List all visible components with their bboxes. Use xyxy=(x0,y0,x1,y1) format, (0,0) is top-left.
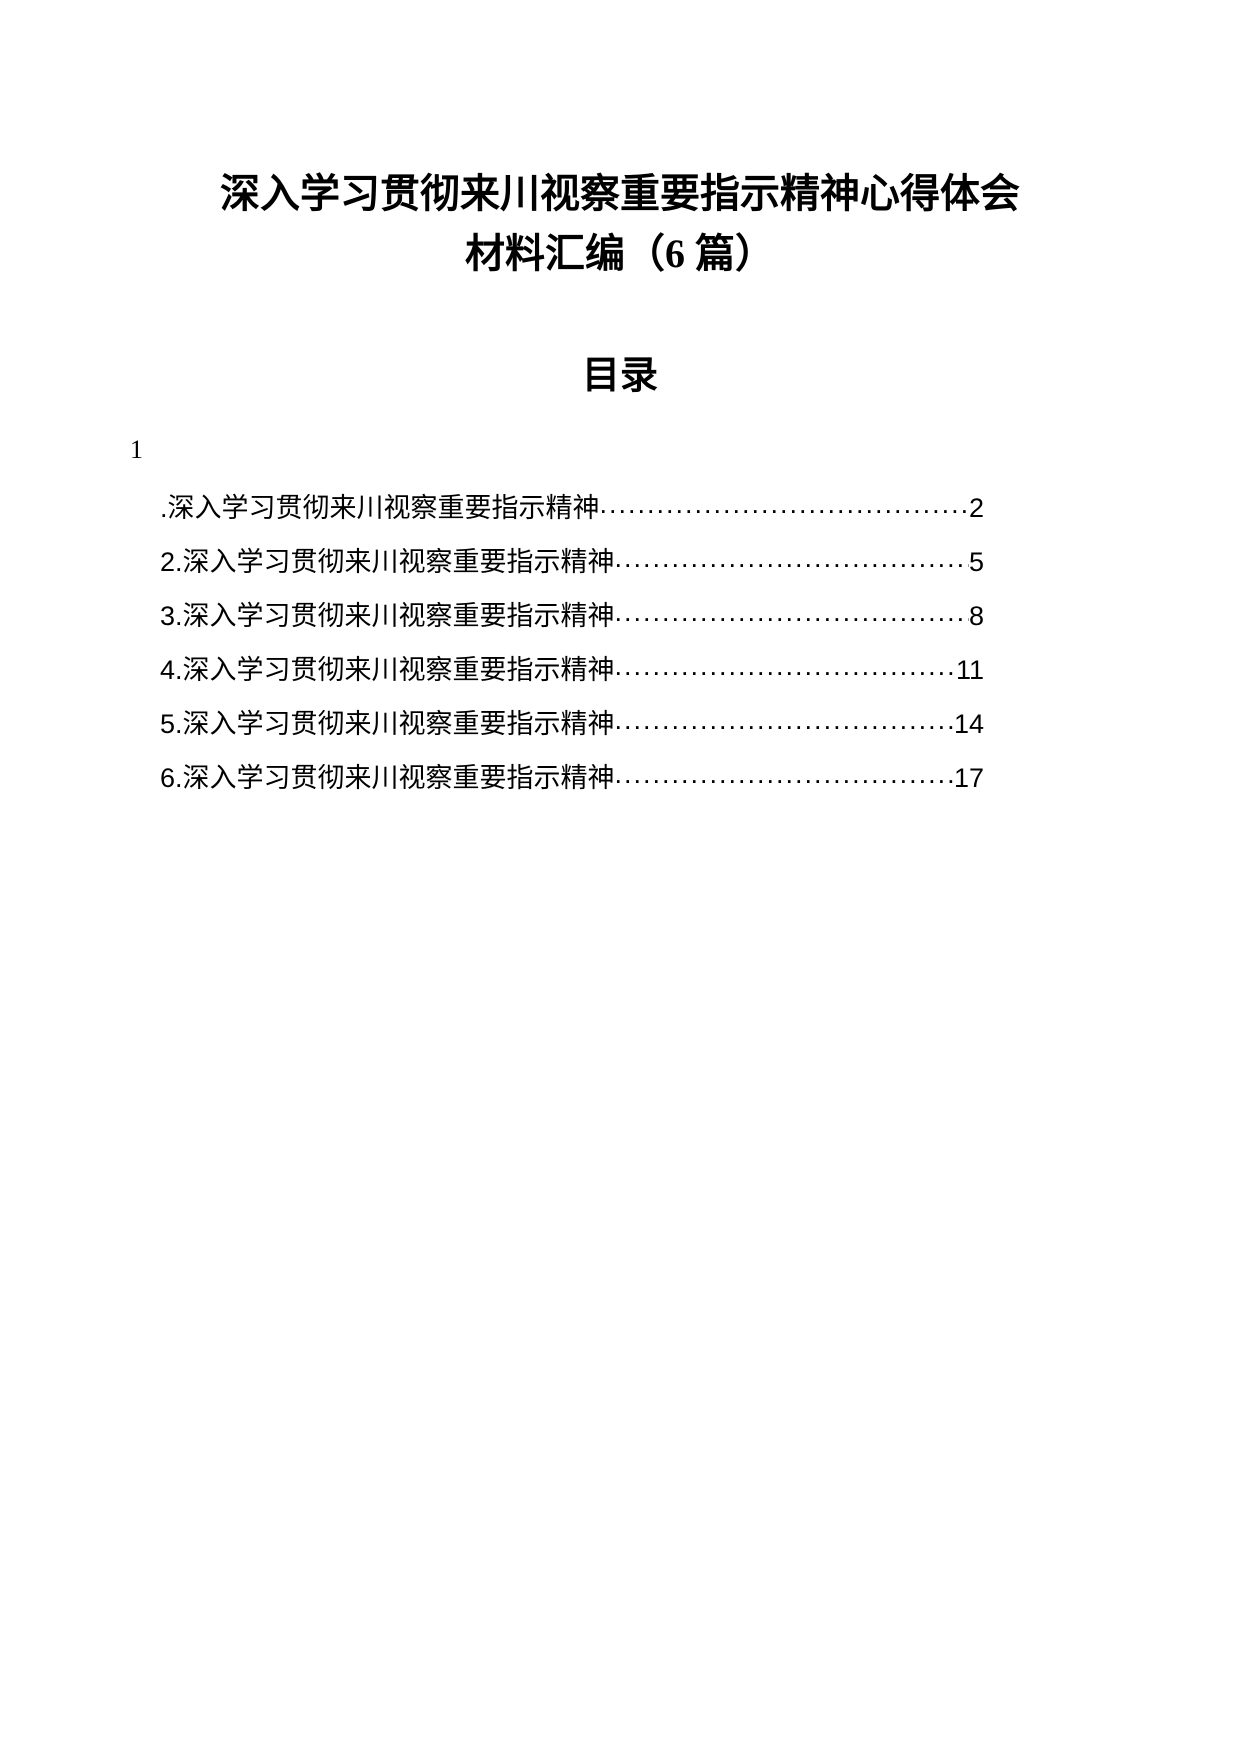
toc-entry-label: 5.深入学习贯彻来川视察重要指示精神 xyxy=(160,697,615,751)
toc-entry: 3.深入学习贯彻来川视察重要指示精神 8 xyxy=(160,589,984,643)
document-page: 深入学习贯彻来川视察重要指示精神心得体会 材料汇编（6 篇） 目录 1 .深入学… xyxy=(0,0,1240,805)
toc-entry-page: 8 xyxy=(969,589,984,643)
toc-leader xyxy=(600,477,969,531)
toc-leader xyxy=(615,531,969,585)
toc-entry: 6.深入学习贯彻来川视察重要指示精神 17 xyxy=(160,751,984,805)
toc-leader xyxy=(615,693,954,747)
toc-entry-label: 2.深入学习贯彻来川视察重要指示精神 xyxy=(160,535,615,589)
title-line-1: 深入学习贯彻来川视察重要指示精神心得体会 xyxy=(220,171,1020,216)
toc-leader xyxy=(615,639,956,693)
toc-entry: 4.深入学习贯彻来川视察重要指示精神 11 xyxy=(160,643,984,697)
toc-entry-label: 6.深入学习贯彻来川视察重要指示精神 xyxy=(160,751,615,805)
toc-leader xyxy=(615,585,969,639)
toc-list: .深入学习贯彻来川视察重要指示精神 2 2.深入学习贯彻来川视察重要指示精神 5… xyxy=(120,481,1120,805)
toc-leader xyxy=(615,747,954,801)
toc-entry-label: 4.深入学习贯彻来川视察重要指示精神 xyxy=(160,643,615,697)
toc-entry-page: 14 xyxy=(954,697,984,751)
toc-entry: 5.深入学习贯彻来川视察重要指示精神 14 xyxy=(160,697,984,751)
toc-entry-page: 2 xyxy=(969,481,984,535)
title-line-2: 材料汇编（6 篇） xyxy=(465,231,775,276)
toc-entry: 2.深入学习贯彻来川视察重要指示精神 5 xyxy=(160,535,984,589)
toc-entry-page: 11 xyxy=(956,643,984,697)
toc-heading: 目录 xyxy=(120,344,1120,399)
toc-entry-label: 3.深入学习贯彻来川视察重要指示精神 xyxy=(160,589,615,643)
toc-entry: .深入学习贯彻来川视察重要指示精神 2 xyxy=(160,481,984,535)
toc-entry-label: .深入学习贯彻来川视察重要指示精神 xyxy=(160,481,600,535)
toc-number-one: 1 xyxy=(130,435,1120,465)
document-title: 深入学习贯彻来川视察重要指示精神心得体会 材料汇编（6 篇） xyxy=(120,164,1120,284)
toc-entry-page: 17 xyxy=(954,751,984,805)
toc-entry-page: 5 xyxy=(969,535,984,589)
